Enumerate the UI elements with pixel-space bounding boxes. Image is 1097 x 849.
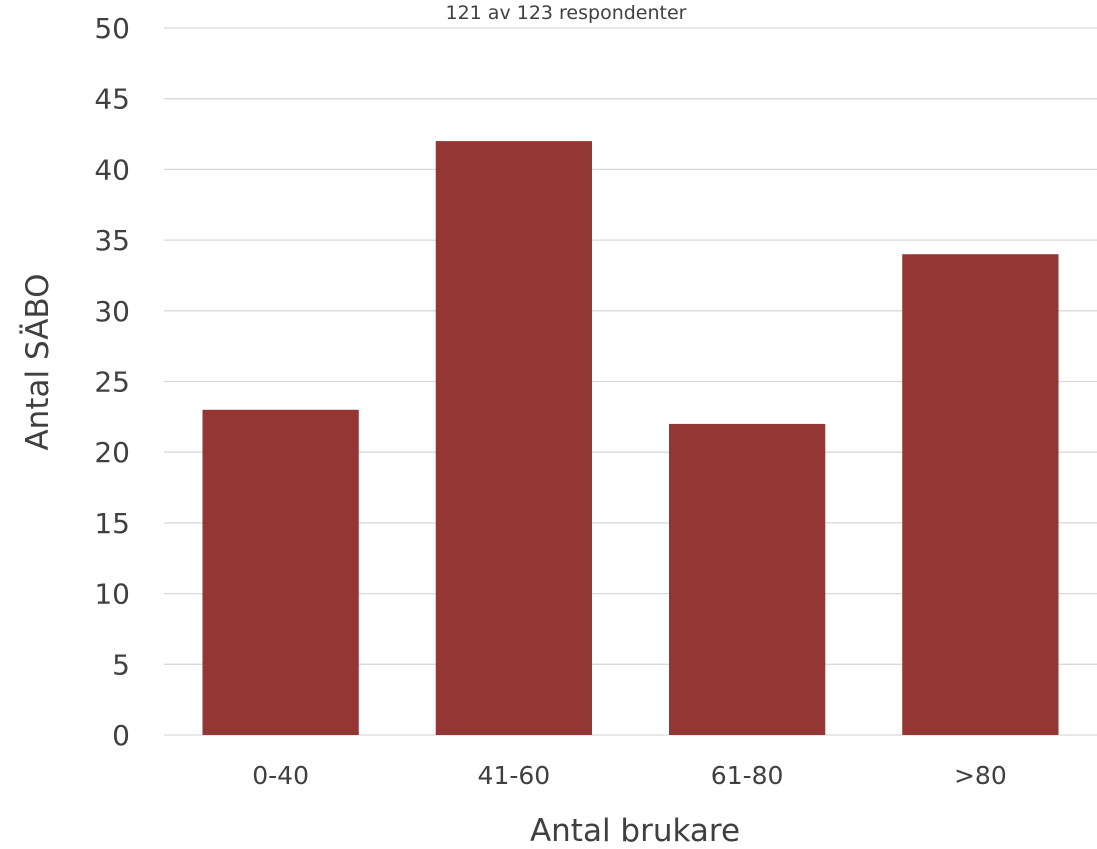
y-tick-label: 50 [94, 12, 130, 45]
y-axis-ticks: 0 5 10 15 20 25 30 35 40 45 50 [94, 12, 130, 752]
bar-61-80 [668, 423, 826, 735]
y-axis-title: Antal SÄBO [20, 273, 56, 450]
y-tick-label: 40 [94, 153, 130, 186]
x-category-label: 41-60 [478, 761, 551, 790]
x-category-label: >80 [954, 761, 1007, 790]
y-tick-label: 35 [94, 224, 130, 257]
bars [202, 141, 1059, 736]
y-tick-label: 15 [94, 507, 130, 540]
y-tick-label: 45 [94, 83, 130, 116]
bar-0-40 [202, 409, 359, 735]
x-category-label: 61-80 [711, 761, 784, 790]
bar-41-60 [435, 141, 593, 735]
y-tick-label: 30 [94, 295, 130, 328]
bar->80 [902, 254, 1059, 736]
y-tick-label: 0 [112, 719, 130, 752]
y-tick-label: 25 [94, 366, 130, 399]
chart-subtitle: 121 av 123 respondenter [446, 2, 687, 24]
x-axis-title: Antal brukare [530, 813, 740, 845]
x-axis-categories: 0-40 41-60 61-80 >80 [252, 761, 1007, 790]
y-tick-label: 5 [112, 648, 130, 681]
x-category-label: 0-40 [252, 761, 309, 790]
y-tick-label: 10 [94, 578, 130, 611]
y-tick-label: 20 [94, 436, 130, 469]
